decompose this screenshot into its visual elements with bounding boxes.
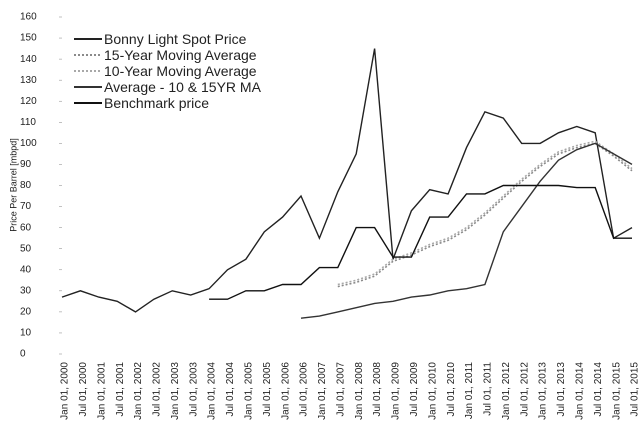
x-tick-label: Jul 01, 2010 <box>446 362 457 417</box>
x-tick-label: Jul 01, 2009 <box>409 362 420 417</box>
series-line <box>209 184 632 300</box>
y-tick-label: 130 <box>20 75 37 86</box>
x-tick-label: Jul 01, 2000 <box>78 362 89 417</box>
legend-item: Bonny Light Spot Price <box>74 32 309 46</box>
x-tick-label: Jul 01, 2007 <box>335 362 346 417</box>
x-tick-label: Jul 01, 2015 <box>630 362 639 417</box>
x-tick-label: Jan 01, 2003 <box>170 362 181 420</box>
x-tick-label: Jul 01, 2003 <box>188 362 199 417</box>
x-tick-label: Jan 01, 2011 <box>464 362 475 420</box>
y-tick-label: 50 <box>20 243 32 254</box>
x-tick-label: Jul 01, 2011 <box>483 362 494 416</box>
x-tick-label: Jul 01, 2004 <box>225 362 236 417</box>
legend-item: Average - 10 & 15YR MA <box>74 80 309 94</box>
x-tick-label: Jul 01, 2008 <box>372 362 383 417</box>
x-tick-label: Jan 01, 2014 <box>574 362 585 420</box>
legend-label: Average - 10 & 15YR MA <box>104 79 261 95</box>
y-tick-label: 160 <box>20 12 37 23</box>
legend-swatch <box>74 102 102 104</box>
x-tick-label: Jan 01, 2001 <box>96 362 107 420</box>
x-tick-label: Jan 01, 2010 <box>427 362 438 420</box>
x-tick-label: Jan 01, 2002 <box>133 362 144 420</box>
y-tick-label: 110 <box>20 117 36 128</box>
x-tick-label: Jan 01, 2013 <box>538 362 549 420</box>
y-tick-label: 60 <box>20 222 32 233</box>
series-line <box>337 142 633 288</box>
legend-swatch <box>74 70 102 72</box>
legend-swatch <box>74 38 102 40</box>
x-tick-label: Jan 01, 2004 <box>207 362 218 420</box>
x-tick-label: Jul 01, 2013 <box>556 362 567 417</box>
y-tick-label: 80 <box>20 180 32 191</box>
x-tick-label: Jan 01, 2006 <box>280 362 291 420</box>
x-tick-label: Jan 01, 2012 <box>501 362 512 420</box>
x-tick-label: Jan 01, 2009 <box>391 362 402 420</box>
x-tick-label: Jan 01, 2015 <box>611 362 622 420</box>
legend-swatch <box>74 86 102 88</box>
x-tick-label: Jul 01, 2001 <box>115 362 126 417</box>
x-tick-label: Jul 01, 2006 <box>299 362 310 417</box>
y-tick-label: 70 <box>20 201 32 212</box>
y-axis-title: Price Per Barrel [mbpd] <box>8 138 18 232</box>
x-tick-label: Jan 01, 2008 <box>354 362 365 420</box>
y-tick-label: 20 <box>20 307 32 318</box>
y-tick-label: 0 <box>20 349 26 360</box>
y-tick-label: 100 <box>20 138 37 149</box>
y-tick-label: 40 <box>20 264 32 275</box>
legend: Bonny Light Spot Price 15-Year Moving Ave… <box>74 32 309 112</box>
x-tick-label: Jan 01, 2007 <box>317 362 328 420</box>
y-tick-label: 90 <box>20 159 32 170</box>
y-tick-label: 10 <box>20 328 32 339</box>
x-tick-label: Jan 01, 2000 <box>60 362 71 420</box>
legend-label: 15-Year Moving Average <box>104 47 257 63</box>
x-tick-label: Jul 01, 2005 <box>262 362 273 417</box>
x-tick-label: Jul 01, 2002 <box>152 362 163 417</box>
legend-item: 10-Year Moving Average <box>74 64 309 78</box>
legend-label: Benchmark price <box>104 95 210 111</box>
series-line <box>337 140 633 286</box>
y-tick-label: 150 <box>20 33 37 44</box>
y-tick-label: 120 <box>20 96 37 107</box>
legend-item: 15-Year Moving Average <box>74 48 309 62</box>
y-tick-label: 140 <box>20 54 37 65</box>
legend-swatch <box>74 54 102 56</box>
legend-label: Bonny Light Spot Price <box>104 31 247 47</box>
x-tick-label: Jul 01, 2012 <box>519 362 530 417</box>
legend-item: Benchmark price <box>74 96 309 110</box>
x-tick-label: Jan 01, 2005 <box>244 362 255 420</box>
legend-label: 10-Year Moving Average <box>104 63 257 79</box>
y-tick-label: 30 <box>20 285 32 296</box>
series-line <box>61 48 633 313</box>
x-tick-label: Jul 01, 2014 <box>593 362 604 417</box>
series-line <box>300 142 633 319</box>
